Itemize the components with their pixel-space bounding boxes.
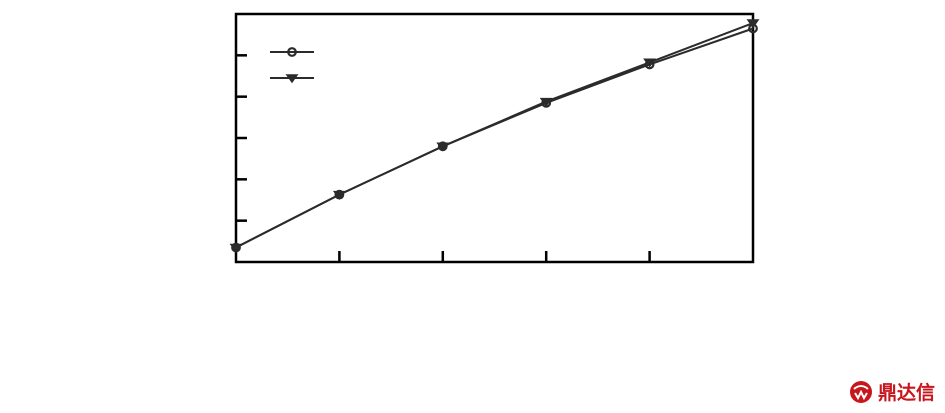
series-1-point-1 [332,190,346,200]
series-1-point-3 [539,97,553,107]
legend-marker-0 [287,47,297,57]
series-1-point-0 [229,243,243,253]
legend-entry-0 [270,47,314,57]
series-1-line [235,22,754,249]
series-1 [229,19,760,253]
series-1-point-4 [643,58,657,68]
watermark-text: 鼎达信 [877,382,935,404]
watermark: 鼎达信 [848,378,935,405]
series-1-point-2 [436,142,450,152]
series-0-line [235,27,754,249]
x-axis-ticks [338,251,651,262]
series-0 [231,23,758,253]
series-1-point-5 [746,19,760,29]
legend [270,47,314,84]
y-axis-ticks [236,54,247,222]
series-layer [229,19,760,253]
legend-marker-1 [285,74,299,84]
legend-entry-1 [270,74,314,84]
watermark-logo-icon [849,380,872,403]
